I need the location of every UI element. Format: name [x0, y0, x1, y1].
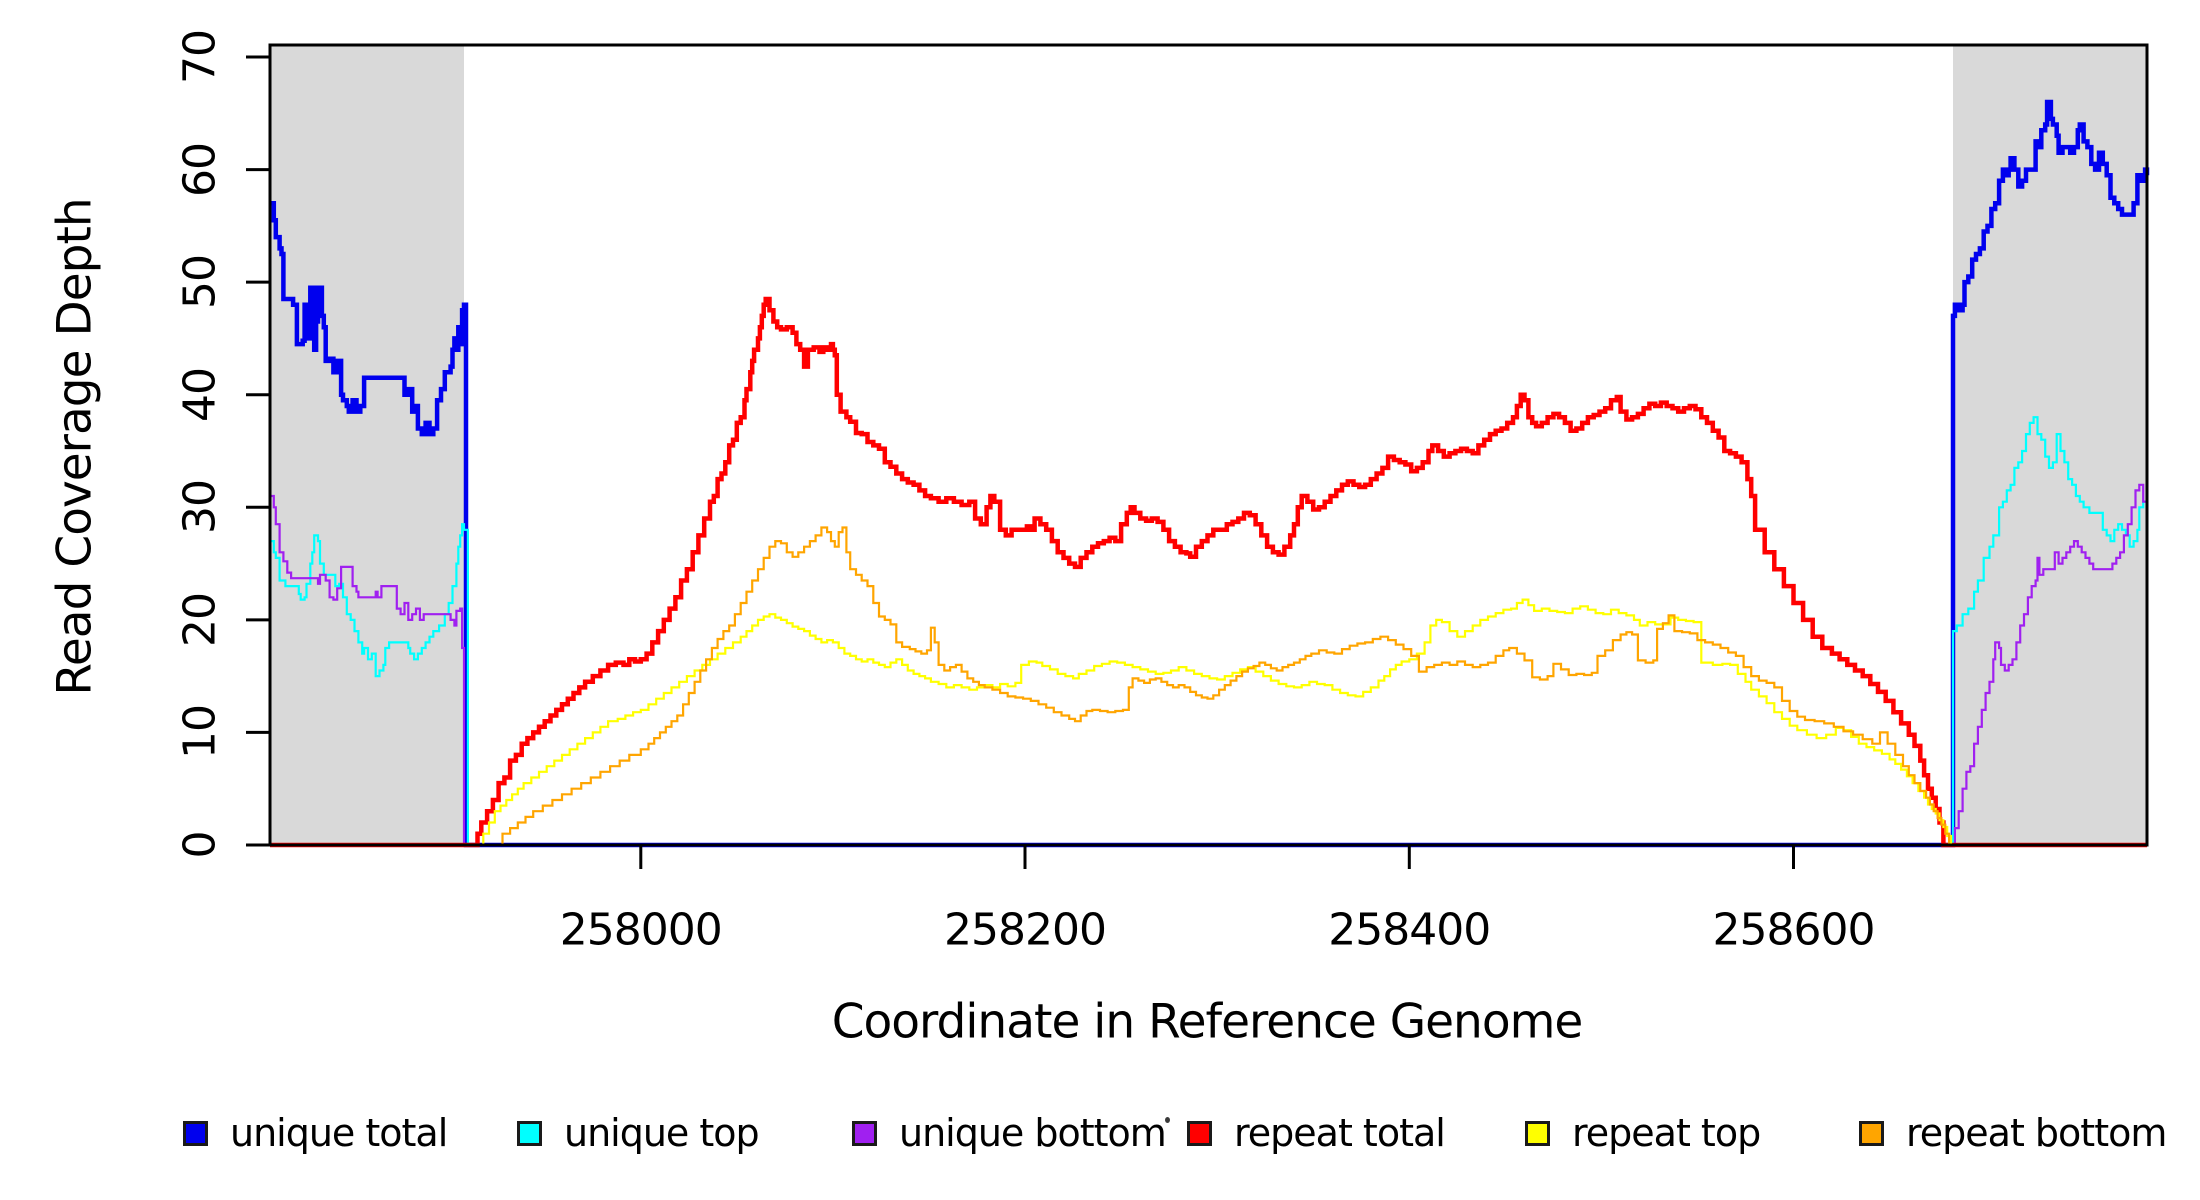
y-tick-label-40: 40 — [174, 367, 226, 422]
y-tick-label-60: 60 — [174, 142, 226, 197]
y-tick-label-20: 20 — [174, 592, 226, 647]
legend-label: unique top — [564, 1111, 760, 1155]
y-axis-title: Read Coverage Depth — [47, 198, 103, 696]
legend-swatch-unique-bottom — [852, 1120, 877, 1146]
legend-label: repeat top — [1572, 1111, 1761, 1155]
y-tick-label-10: 10 — [174, 705, 226, 760]
legend-swatch-repeat-top — [1525, 1120, 1550, 1146]
series-line-repeat-top — [270, 598, 2147, 847]
y-tick-label-50: 50 — [174, 255, 226, 310]
legend-item-unique-top: unique top — [517, 1111, 760, 1155]
plot-border — [268, 43, 2149, 847]
x-axis-title: Coordinate in Reference Genome — [831, 994, 1584, 1050]
y-tick-label-70: 70 — [174, 30, 226, 84]
stray-mark — [1165, 1117, 1170, 1123]
legend-label: unique bottom — [899, 1111, 1167, 1155]
legend-item-unique-bottom: unique bottom — [852, 1111, 1167, 1155]
x-tick-label-258200: 258200 — [944, 904, 1107, 956]
series-line-repeat-total — [270, 296, 2147, 848]
legend-swatch-repeat-bottom — [1859, 1120, 1884, 1146]
legend-label: repeat bottom — [1906, 1111, 2167, 1155]
shaded-region-1 — [270, 45, 464, 845]
legend-label: repeat total — [1234, 1111, 1446, 1155]
legend-swatch-repeat-total — [1187, 1120, 1212, 1146]
legend-item-repeat-top: repeat top — [1525, 1111, 1761, 1155]
series-line-unique-total — [270, 99, 2150, 848]
legend-label: unique total — [230, 1111, 448, 1155]
x-tick-label-258000: 258000 — [559, 904, 723, 956]
series-line-unique-top — [270, 416, 2149, 847]
series-line-repeat-bottom — [270, 526, 2147, 847]
legend-swatch-unique-total — [183, 1120, 208, 1146]
series-line-unique-bottom — [270, 483, 2147, 847]
legend-swatch-unique-top — [517, 1120, 542, 1146]
x-tick-label-258400: 258400 — [1328, 904, 1491, 956]
y-tick-label-0: 0 — [174, 831, 226, 859]
y-tick-label-30: 30 — [174, 480, 226, 535]
x-tick-label-258600: 258600 — [1712, 904, 1876, 956]
legend-item-unique-total: unique total — [183, 1111, 448, 1155]
shaded-region-2 — [1953, 45, 2147, 845]
legend-item-repeat-total: repeat total — [1187, 1111, 1446, 1155]
legend-item-repeat-bottom: repeat bottom — [1859, 1111, 2167, 1155]
